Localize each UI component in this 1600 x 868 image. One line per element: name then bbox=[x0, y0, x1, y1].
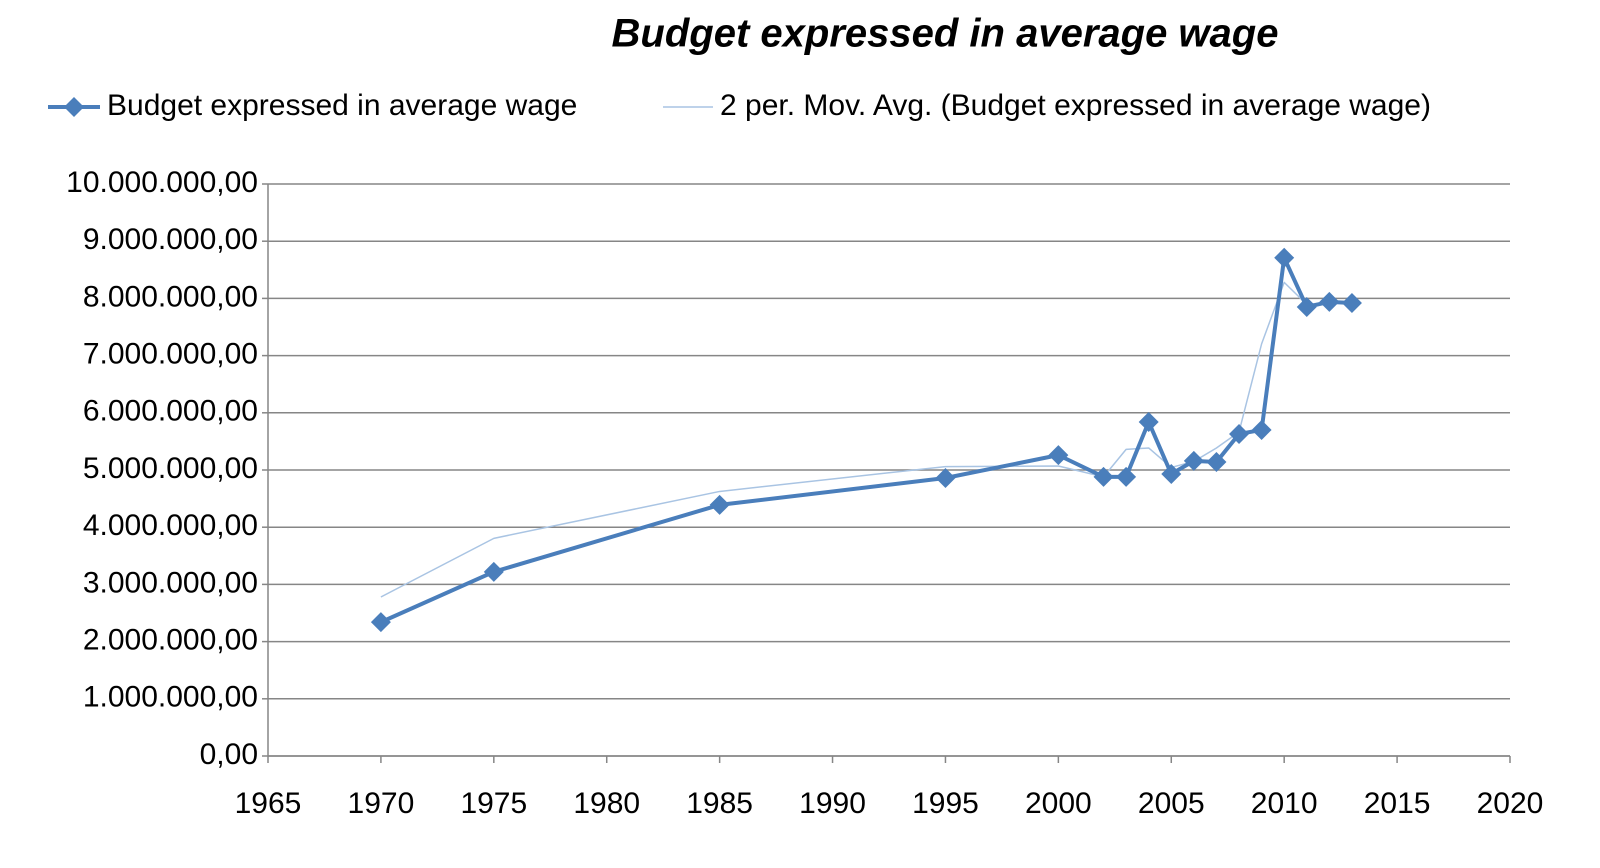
data-point bbox=[1116, 466, 1137, 487]
y-tick-label: 4.000.000,00 bbox=[83, 509, 258, 542]
data-point bbox=[1161, 464, 1182, 485]
data-point bbox=[1319, 291, 1340, 312]
y-tick-label: 7.000.000,00 bbox=[83, 338, 258, 371]
x-tick-label: 2015 bbox=[1364, 787, 1431, 820]
data-point bbox=[1229, 423, 1250, 444]
legend-marker bbox=[64, 97, 84, 117]
y-tick-label: 8.000.000,00 bbox=[83, 280, 258, 313]
y-tick-label: 6.000.000,00 bbox=[83, 395, 258, 428]
chart-title: Budget expressed in average wage bbox=[612, 12, 1279, 56]
moving-average-line bbox=[380, 281, 1330, 598]
data-point bbox=[1274, 247, 1295, 268]
x-tick-label: 1965 bbox=[235, 787, 302, 820]
x-tick-label: 1995 bbox=[912, 787, 979, 820]
data-point bbox=[370, 612, 391, 633]
y-tick-label: 2.000.000,00 bbox=[83, 624, 258, 657]
x-tick-label: 1970 bbox=[348, 787, 415, 820]
data-point bbox=[1341, 292, 1362, 313]
data-point bbox=[483, 561, 504, 582]
y-tick-label: 1.000.000,00 bbox=[83, 681, 258, 714]
data-point bbox=[1093, 466, 1114, 487]
x-tick-label: 1990 bbox=[799, 787, 866, 820]
x-tick-label: 2000 bbox=[1025, 787, 1092, 820]
data-point bbox=[1048, 445, 1069, 466]
x-tick-label: 1980 bbox=[573, 787, 640, 820]
x-tick-label: 2020 bbox=[1477, 787, 1544, 820]
data-point bbox=[1138, 411, 1159, 432]
y-tick-label: 3.000.000,00 bbox=[83, 566, 258, 599]
y-tick-label: 5.000.000,00 bbox=[83, 452, 258, 485]
data-point bbox=[1251, 419, 1272, 440]
legend-label: 2 per. Mov. Avg. (Budget expressed in av… bbox=[720, 89, 1431, 122]
data-point bbox=[709, 494, 730, 515]
data-line bbox=[380, 255, 1353, 624]
data-point bbox=[1206, 451, 1227, 472]
y-tick-label: 0,00 bbox=[200, 738, 258, 771]
y-tick-label: 9.000.000,00 bbox=[83, 223, 258, 256]
data-point bbox=[1296, 296, 1317, 317]
data-point bbox=[1183, 450, 1204, 471]
x-tick-label: 2005 bbox=[1138, 787, 1205, 820]
x-tick-label: 1985 bbox=[686, 787, 753, 820]
legend-label: Budget expressed in average wage bbox=[107, 89, 577, 122]
x-tick-label: 1975 bbox=[460, 787, 527, 820]
x-tick-label: 2010 bbox=[1251, 787, 1318, 820]
data-point bbox=[935, 468, 956, 489]
y-tick-label: 10.000.000,00 bbox=[66, 166, 258, 199]
